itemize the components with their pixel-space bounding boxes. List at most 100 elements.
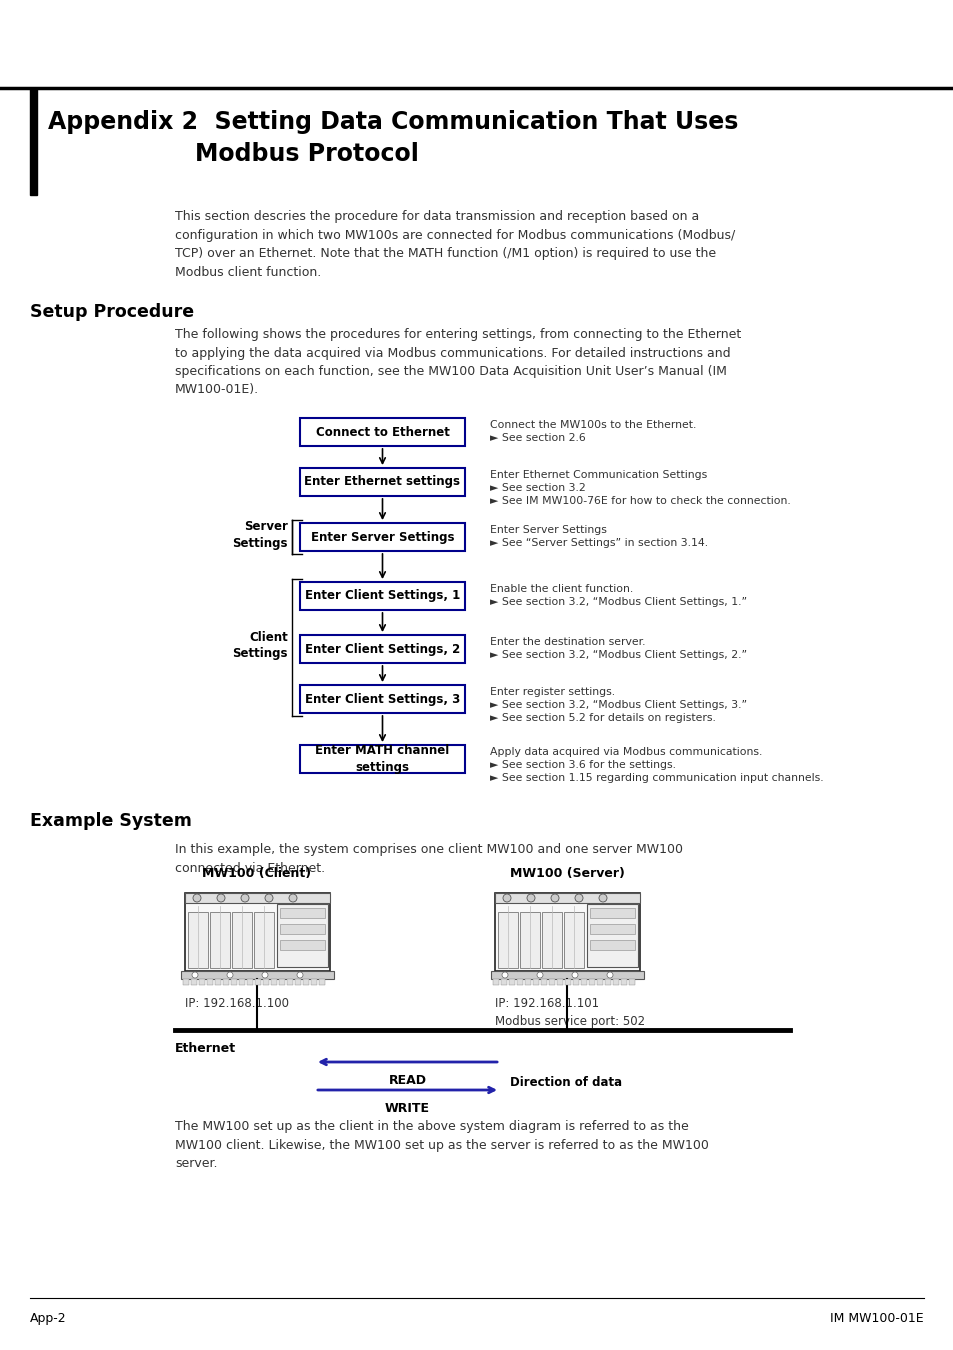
- Circle shape: [241, 894, 249, 902]
- Text: ► See section 3.2, “Modbus Client Settings, 3.”: ► See section 3.2, “Modbus Client Settin…: [490, 701, 746, 710]
- Circle shape: [265, 894, 273, 902]
- Circle shape: [551, 894, 558, 902]
- Bar: [199, 979, 205, 986]
- Bar: [564, 979, 571, 986]
- Bar: [299, 634, 464, 663]
- Bar: [30, 88, 37, 194]
- Bar: [540, 979, 546, 986]
- Bar: [495, 892, 639, 971]
- Text: Ethernet: Ethernet: [174, 1042, 236, 1054]
- Circle shape: [501, 972, 507, 977]
- Bar: [628, 979, 635, 986]
- Text: IP: 192.168.1.100: IP: 192.168.1.100: [185, 998, 289, 1010]
- Bar: [541, 913, 561, 968]
- Circle shape: [296, 972, 303, 977]
- Bar: [589, 909, 635, 918]
- Bar: [280, 923, 325, 934]
- Text: Enable the client function.: Enable the client function.: [490, 585, 633, 594]
- Text: ► See section 3.2, “Modbus Client Settings, 2.”: ► See section 3.2, “Modbus Client Settin…: [490, 649, 746, 660]
- Bar: [497, 913, 517, 968]
- Bar: [207, 979, 213, 986]
- Circle shape: [502, 894, 511, 902]
- Text: Connect the MW100s to the Ethernet.: Connect the MW100s to the Ethernet.: [490, 420, 696, 431]
- Text: In this example, the system comprises one client MW100 and one server MW100
conn: In this example, the system comprises on…: [174, 842, 682, 875]
- Circle shape: [216, 894, 225, 902]
- Bar: [557, 979, 562, 986]
- Text: IM MW100-01E: IM MW100-01E: [829, 1312, 923, 1324]
- Bar: [247, 979, 253, 986]
- Bar: [588, 979, 595, 986]
- Text: ► See section 5.2 for details on registers.: ► See section 5.2 for details on registe…: [490, 713, 715, 724]
- Text: Apply data acquired via Modbus communications.: Apply data acquired via Modbus communica…: [490, 747, 761, 757]
- Bar: [563, 913, 583, 968]
- Bar: [493, 979, 498, 986]
- Bar: [294, 979, 301, 986]
- Text: ► See section 3.2: ► See section 3.2: [490, 483, 585, 493]
- Circle shape: [537, 972, 542, 977]
- Bar: [263, 979, 269, 986]
- Bar: [548, 979, 555, 986]
- Bar: [254, 979, 261, 986]
- Text: Enter Client Settings, 2: Enter Client Settings, 2: [305, 643, 459, 656]
- Text: ► See section 3.6 for the settings.: ► See section 3.6 for the settings.: [490, 760, 676, 770]
- Text: The MW100 set up as the client in the above system diagram is referred to as the: The MW100 set up as the client in the ab…: [174, 1120, 708, 1170]
- Circle shape: [192, 972, 198, 977]
- Circle shape: [262, 972, 268, 977]
- Text: MW100 (Client): MW100 (Client): [202, 867, 312, 880]
- Bar: [299, 418, 464, 446]
- Bar: [299, 582, 464, 610]
- Text: ► See section 2.6: ► See section 2.6: [490, 433, 585, 443]
- Bar: [185, 892, 330, 903]
- Text: Modbus Protocol: Modbus Protocol: [194, 142, 418, 166]
- Circle shape: [575, 894, 582, 902]
- Bar: [580, 979, 586, 986]
- Text: Appendix 2  Setting Data Communication That Uses: Appendix 2 Setting Data Communication Th…: [48, 109, 738, 134]
- Text: Connect to Ethernet: Connect to Ethernet: [315, 425, 449, 439]
- Text: Enter the destination server.: Enter the destination server.: [490, 637, 645, 647]
- Text: Enter Server Settings: Enter Server Settings: [490, 525, 606, 535]
- Text: Enter Client Settings, 1: Enter Client Settings, 1: [305, 590, 459, 602]
- Bar: [524, 979, 531, 986]
- Bar: [509, 979, 515, 986]
- Bar: [271, 979, 276, 986]
- Bar: [299, 468, 464, 495]
- Bar: [223, 979, 229, 986]
- Bar: [604, 979, 610, 986]
- Bar: [517, 979, 522, 986]
- Bar: [500, 979, 506, 986]
- Text: The following shows the procedures for entering settings, from connecting to the: The following shows the procedures for e…: [174, 328, 740, 397]
- Bar: [181, 971, 334, 979]
- Bar: [239, 979, 245, 986]
- Bar: [573, 979, 578, 986]
- Bar: [185, 892, 330, 971]
- Bar: [303, 979, 309, 986]
- Bar: [491, 971, 643, 979]
- Text: Server
Settings: Server Settings: [233, 521, 288, 549]
- Text: READ: READ: [388, 1075, 426, 1087]
- Circle shape: [598, 894, 606, 902]
- Bar: [232, 913, 252, 968]
- Circle shape: [526, 894, 535, 902]
- Text: WRITE: WRITE: [385, 1102, 430, 1115]
- Bar: [495, 892, 639, 903]
- Bar: [311, 979, 316, 986]
- Circle shape: [289, 894, 296, 902]
- Bar: [299, 745, 464, 774]
- Bar: [299, 522, 464, 551]
- Bar: [287, 979, 293, 986]
- Bar: [278, 979, 285, 986]
- Bar: [519, 913, 539, 968]
- Bar: [597, 979, 602, 986]
- Bar: [183, 979, 189, 986]
- Text: ► See section 3.2, “Modbus Client Settings, 1.”: ► See section 3.2, “Modbus Client Settin…: [490, 597, 746, 608]
- Text: ► See section 1.15 regarding communication input channels.: ► See section 1.15 regarding communicati…: [490, 774, 822, 783]
- Bar: [276, 904, 328, 967]
- Text: Enter register settings.: Enter register settings.: [490, 687, 615, 697]
- Bar: [533, 979, 538, 986]
- Text: Enter Server Settings: Enter Server Settings: [311, 531, 454, 544]
- Bar: [620, 979, 626, 986]
- Bar: [253, 913, 274, 968]
- Bar: [589, 923, 635, 934]
- Text: IP: 192.168.1.101
Modbus service port: 502: IP: 192.168.1.101 Modbus service port: 5…: [495, 998, 644, 1027]
- Text: App-2: App-2: [30, 1312, 67, 1324]
